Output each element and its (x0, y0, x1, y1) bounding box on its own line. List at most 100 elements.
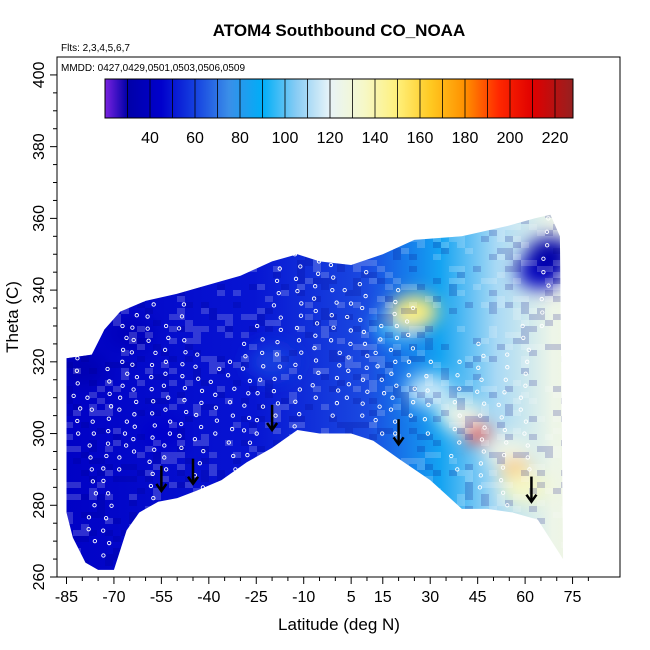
sample-point (247, 378, 253, 384)
sample-point (152, 447, 157, 452)
flights-note: Flts: 2,3,4,5,6,7 (61, 43, 130, 54)
sample-point (91, 431, 96, 436)
sample-point (476, 341, 481, 347)
sample-point (150, 411, 155, 416)
sample-point (150, 471, 155, 477)
y-tick-label: 300 (31, 420, 48, 447)
sample-point (523, 419, 529, 424)
sample-point (498, 478, 504, 483)
sample-point (180, 374, 185, 379)
sample-point (90, 479, 96, 484)
arrow-marker (392, 419, 405, 447)
sample-point (412, 386, 417, 391)
sample-point (226, 440, 231, 445)
sample-point (101, 466, 106, 471)
sample-point (379, 323, 384, 329)
sample-point (393, 431, 398, 436)
co-anomaly (105, 316, 154, 350)
sample-point (134, 375, 140, 380)
arrow-marker (525, 476, 538, 504)
sample-point (93, 491, 99, 496)
sample-point (296, 338, 302, 343)
sample-point (546, 283, 551, 288)
colorbar-tick-label: 120 (317, 130, 344, 147)
sample-point (527, 467, 532, 472)
x-axis: -85 -70 -55 -40 -25 -10 5 15 30 45 60 75 (55, 576, 589, 606)
sample-point (335, 388, 341, 393)
sample-point (396, 287, 401, 293)
sample-point (195, 352, 200, 357)
sample-point (260, 404, 266, 409)
sample-point (360, 413, 365, 418)
sample-point (505, 352, 510, 357)
sample-point (541, 256, 546, 261)
sample-point (179, 314, 185, 319)
sample-point (213, 405, 219, 410)
sample-point (162, 347, 168, 353)
sample-point (410, 346, 416, 351)
x-tick-label: 30 (421, 589, 439, 606)
colorbar-tick-label: 40 (141, 130, 159, 147)
sample-point (120, 359, 125, 364)
sample-point (90, 419, 95, 424)
arrow-marker (186, 458, 200, 486)
arrow-markers (155, 404, 538, 504)
sample-point (295, 288, 300, 294)
y-axis: 260 280 300 320 340 360 380 400 (31, 61, 57, 590)
colorbar-tick-label: 160 (407, 130, 434, 147)
x-tick-label: -40 (197, 589, 220, 606)
sample-point (241, 428, 247, 433)
sample-point (227, 359, 233, 364)
x-tick-label: -55 (150, 589, 173, 606)
sample-point (123, 443, 129, 448)
sample-point (334, 400, 340, 406)
sample-point (184, 409, 189, 415)
sample-point (197, 461, 202, 466)
sample-point (525, 359, 530, 364)
sample-point (231, 453, 236, 459)
sample-point (246, 391, 251, 396)
sample-point (129, 350, 134, 355)
co-anomaly (463, 423, 492, 444)
sample-point (163, 359, 169, 364)
sample-point (360, 377, 366, 382)
sample-point (481, 449, 486, 454)
sample-point (478, 461, 484, 466)
sample-point (151, 495, 156, 501)
sample-point (182, 397, 187, 403)
sample-point (261, 364, 266, 369)
sample-point (120, 347, 126, 353)
sample-point (179, 445, 184, 451)
sample-point (106, 416, 111, 421)
sample-point (526, 347, 531, 353)
sample-point (131, 337, 136, 343)
sample-point (449, 453, 454, 459)
sample-point (78, 406, 83, 411)
sample-point (131, 387, 136, 392)
sample-point (293, 362, 298, 368)
sample-point (294, 325, 300, 331)
sample-point (522, 431, 527, 436)
sample-point (254, 431, 259, 436)
sample-point (478, 473, 483, 478)
sample-point (179, 421, 184, 427)
sample-point (277, 266, 282, 271)
sample-point (501, 452, 507, 458)
colorbar: 40 60 80 100 120 140 160 180 200 220 (104, 78, 574, 147)
sample-point (167, 431, 173, 436)
sample-point (346, 368, 351, 373)
x-tick-label: -85 (55, 589, 78, 606)
sample-point (503, 377, 508, 382)
sample-point (381, 391, 387, 396)
sample-point (232, 386, 237, 391)
sample-point (125, 371, 130, 376)
y-tick-label: 280 (31, 492, 48, 519)
sample-point (344, 395, 349, 400)
sample-point (101, 553, 106, 558)
sample-point (500, 465, 506, 470)
sample-point (404, 319, 410, 324)
sample-point (101, 528, 106, 533)
sample-point (107, 391, 112, 397)
sample-point (389, 371, 394, 376)
arrow-marker (266, 404, 279, 433)
